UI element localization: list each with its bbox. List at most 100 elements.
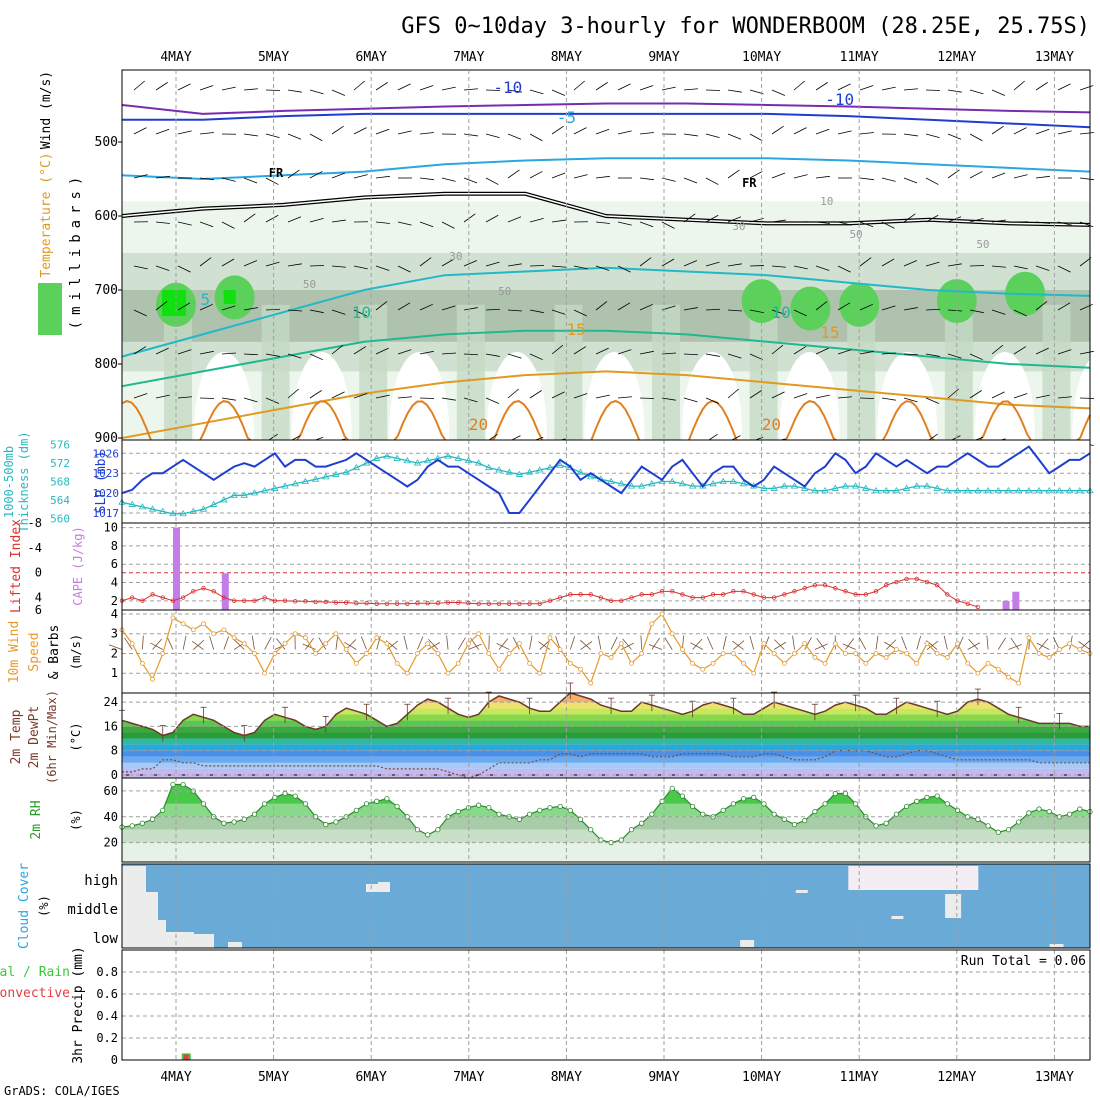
wind-barb bbox=[749, 133, 763, 142]
wind-barb-10m bbox=[901, 636, 907, 650]
wind-barb-10m bbox=[427, 642, 441, 650]
wind-barb bbox=[639, 221, 654, 228]
wind-speed-point bbox=[435, 651, 441, 656]
wind-barb bbox=[881, 352, 896, 355]
wind-barb-10m bbox=[1008, 644, 1022, 650]
wind-barb-10m bbox=[651, 637, 661, 650]
wind-barb bbox=[155, 128, 170, 135]
wind-barb bbox=[1057, 302, 1071, 311]
date-label: 4MAY bbox=[160, 50, 191, 65]
temp-band bbox=[122, 726, 1090, 733]
thickness-point bbox=[841, 482, 850, 489]
wind-barb-10m bbox=[816, 638, 826, 650]
wind-barb bbox=[529, 89, 544, 95]
wind-barb bbox=[903, 353, 919, 356]
wind-barb bbox=[177, 349, 192, 355]
wind-speed-point bbox=[333, 631, 339, 637]
rh-tick-label: 60 bbox=[104, 784, 118, 798]
wind-barb bbox=[815, 347, 829, 355]
rh-point bbox=[363, 801, 370, 807]
wind-speed-point bbox=[139, 660, 145, 666]
wind-barb bbox=[903, 213, 916, 223]
y-tick-label: 900 bbox=[95, 431, 118, 446]
rh-point bbox=[547, 805, 553, 811]
wind-unit: (m/s) bbox=[69, 634, 83, 670]
rh-point bbox=[486, 805, 492, 811]
wind-barb bbox=[375, 221, 390, 224]
wind-speed-point bbox=[364, 651, 369, 656]
rh-point bbox=[577, 816, 584, 822]
date-label: 4MAY bbox=[160, 1070, 191, 1085]
wind-barb bbox=[397, 221, 412, 226]
wind-barb bbox=[463, 260, 478, 267]
wind-barb bbox=[353, 265, 368, 270]
rh-column bbox=[1042, 304, 1071, 440]
thickness-point bbox=[393, 454, 401, 461]
li-line bbox=[121, 578, 979, 608]
date-label: 12MAY bbox=[937, 50, 976, 65]
wind-barb bbox=[947, 133, 962, 140]
rh-point bbox=[628, 827, 635, 833]
wind-speed-point bbox=[323, 641, 329, 646]
cloud-clear-patch bbox=[891, 916, 904, 919]
panel-frame bbox=[121, 863, 1091, 949]
wind-barb-10m bbox=[457, 637, 466, 650]
wind-barb bbox=[639, 177, 654, 181]
wind-speed-point bbox=[618, 641, 624, 646]
wind-speed-point bbox=[394, 660, 400, 666]
wind-barb-10m bbox=[264, 636, 272, 650]
wind-barb bbox=[991, 265, 1006, 268]
wind-barb bbox=[221, 258, 235, 267]
wind-barb bbox=[595, 347, 609, 355]
wind-barb bbox=[1035, 301, 1048, 311]
thickness-tick-label: 576 bbox=[50, 439, 70, 452]
rh-point bbox=[761, 801, 767, 807]
cape-tick-label: 10 bbox=[104, 521, 118, 535]
wind-barb bbox=[815, 221, 830, 224]
wind-barb bbox=[947, 309, 962, 312]
wind-barb bbox=[419, 303, 433, 311]
wind-barb bbox=[551, 265, 566, 268]
y-tick-label: 600 bbox=[95, 209, 118, 224]
wind-barb bbox=[133, 346, 147, 355]
wind-barb bbox=[243, 177, 258, 184]
wind-barb-10m bbox=[580, 639, 591, 650]
rh-patch bbox=[790, 286, 831, 331]
wind-barb bbox=[1057, 221, 1072, 226]
isotherm-line bbox=[121, 102, 1091, 115]
wind-speed-point bbox=[883, 655, 889, 660]
isotherm-label: -5 bbox=[557, 108, 576, 127]
wind-speed-point bbox=[180, 621, 186, 627]
wind-barb bbox=[441, 221, 455, 229]
wind-barb bbox=[859, 132, 874, 135]
wind-barb bbox=[1035, 82, 1048, 91]
cloud-clear-patch bbox=[228, 942, 242, 948]
wind-barb-10m bbox=[318, 637, 327, 650]
wind-barb bbox=[793, 346, 807, 355]
wind-speed-point bbox=[608, 655, 614, 660]
wind-barb bbox=[771, 219, 786, 223]
thickness-point bbox=[515, 470, 524, 477]
thickness-point bbox=[943, 486, 952, 494]
wind-barb bbox=[155, 82, 168, 91]
wind-barb bbox=[441, 305, 456, 311]
cloud-clear-patch bbox=[1049, 944, 1064, 947]
rh-column bbox=[944, 304, 973, 440]
wind-speed-point bbox=[904, 651, 909, 656]
wind-barb-10m bbox=[182, 635, 187, 650]
date-label: 6MAY bbox=[356, 50, 387, 65]
wind-barb bbox=[771, 309, 786, 315]
wind-barb bbox=[463, 307, 478, 311]
wind-barb bbox=[925, 133, 940, 139]
wind-barb bbox=[705, 177, 719, 185]
wind-barb bbox=[265, 397, 280, 404]
thickness-point bbox=[128, 500, 136, 507]
rh-point bbox=[781, 816, 787, 822]
wind-speed-point bbox=[353, 660, 359, 666]
wind-barb-10m bbox=[692, 638, 703, 650]
wind-barb bbox=[1057, 265, 1071, 273]
thickness-label-extra: 1000-500mb bbox=[2, 446, 16, 518]
wind-barb bbox=[727, 133, 742, 140]
